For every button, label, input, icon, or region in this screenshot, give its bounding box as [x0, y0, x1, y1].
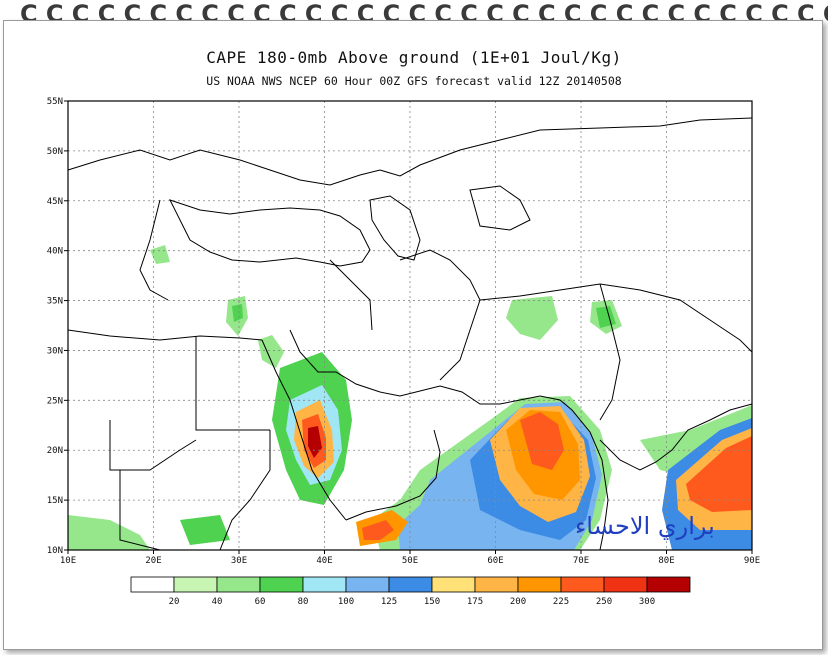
lat-tick-label: 55N — [47, 97, 63, 107]
legend-label: 200 — [510, 597, 526, 607]
lon-tick-label: 50E — [402, 556, 418, 566]
lat-tick-label: 20N — [47, 446, 63, 456]
legend-swatch — [560, 576, 605, 593]
lat-tick-label: 50N — [47, 147, 63, 157]
lat-tick-label: 10N — [47, 546, 63, 556]
cape-area-arabian-sea — [356, 396, 612, 550]
legend-swatch — [345, 576, 390, 593]
cape-area-redsea — [272, 352, 352, 505]
lat-tick-label: 30N — [47, 346, 63, 356]
lat-tick-label: 40N — [47, 247, 63, 257]
legend-label: 80 — [298, 597, 309, 607]
lat-tick-label: 35N — [47, 297, 63, 307]
legend-swatch — [130, 576, 175, 593]
map-subtitle: US NOAA NWS NCEP 60 Hour 00Z GFS forecas… — [206, 74, 622, 88]
legend-swatch — [173, 576, 218, 593]
legend-swatch — [302, 576, 347, 593]
lon-tick-label: 30E — [231, 556, 247, 566]
binder-ring-icon: C — [823, 2, 828, 26]
lon-tick-label: 20E — [145, 556, 161, 566]
legend-label: 20 — [169, 597, 180, 607]
lat-tick-label: 25N — [47, 396, 63, 406]
legend-label: 225 — [553, 597, 569, 607]
map-title: CAPE 180-0mb Above ground (1E+01 Joul/Kg… — [206, 48, 622, 67]
legend-label: 250 — [596, 597, 612, 607]
coastlines — [67, 117, 753, 551]
lon-tick-label: 90E — [744, 556, 760, 566]
legend-swatch — [474, 576, 519, 593]
graticule — [68, 101, 752, 550]
legend-swatch — [388, 576, 433, 593]
cape-area-midgreen — [180, 304, 616, 545]
legend-swatch — [603, 576, 648, 593]
lon-tick-label: 80E — [658, 556, 674, 566]
latitude-labels: 55N 50N 45N 40N 35N 30N 25N 20N 15N 10N — [47, 97, 68, 556]
legend-label: 150 — [424, 597, 440, 607]
legend-label: 175 — [467, 597, 483, 607]
legend-label: 40 — [212, 597, 223, 607]
legend-label: 125 — [381, 597, 397, 607]
lon-tick-label: 60E — [487, 556, 503, 566]
legend-swatch — [259, 576, 304, 593]
lon-tick-label: 70E — [573, 556, 589, 566]
lon-tick-label: 10E — [60, 556, 76, 566]
legend-label: 100 — [338, 597, 354, 607]
legend-swatch — [216, 576, 261, 593]
legend-swatch — [517, 576, 562, 593]
legend-swatch — [431, 576, 476, 593]
cape-area-bay-of-bengal — [662, 418, 752, 550]
cape-fields — [68, 245, 752, 550]
watermark-text: براري الاحساء — [575, 512, 715, 540]
legend-swatch — [646, 576, 691, 593]
longitude-labels: 10E 20E 30E 40E 50E 60E 70E 80E 90E — [60, 550, 760, 566]
lon-tick-label: 40E — [316, 556, 332, 566]
legend-label: 60 — [255, 597, 266, 607]
legend-label: 300 — [639, 597, 655, 607]
lat-tick-label: 45N — [47, 197, 63, 207]
color-legend: 20 40 60 80 100 125 150 175 200 225 250 300 — [130, 576, 691, 607]
lat-tick-label: 15N — [47, 496, 63, 506]
